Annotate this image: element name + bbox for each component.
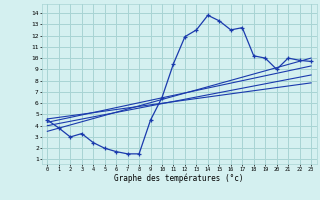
X-axis label: Graphe des températures (°c): Graphe des températures (°c) <box>115 174 244 183</box>
